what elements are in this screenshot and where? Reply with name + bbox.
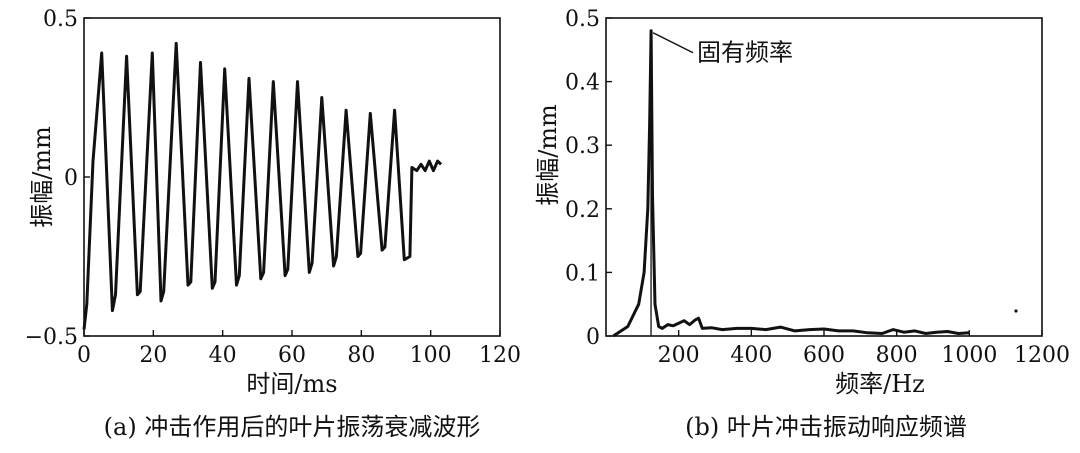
- chart-a-series: [82, 41, 443, 330]
- chart-b-ytick-label: 0.5: [565, 7, 600, 32]
- chart-a-ylabel: 振幅/mm: [28, 126, 56, 228]
- chart-b-xtick-label: 1000: [941, 343, 997, 368]
- chart-a-ytick-label: −0.5: [25, 325, 78, 350]
- chart-b-xlabel: 频率/Hz: [835, 370, 925, 398]
- chart-a-xtick-label: 20: [139, 343, 167, 368]
- chart-b-xtick-label: 1200: [1014, 343, 1070, 368]
- chart-b-xticks: 200 400 600 800 1000 1200: [658, 330, 1070, 368]
- chart-a-xlabel: 时间/ms: [246, 370, 337, 398]
- chart-a-yticks: −0.5 0 0.5: [25, 7, 90, 350]
- chart-a-xtick-label: 120: [479, 343, 521, 368]
- chart-a-series-line: [82, 41, 443, 330]
- chart-b-ytick-label: 0.4: [565, 71, 600, 96]
- chart-b-ytick-label: 0.2: [565, 198, 600, 223]
- chart-a-xtick-label: 60: [278, 343, 306, 368]
- stray-dot: [1014, 309, 1018, 313]
- chart-b-ytick-label: 0.3: [565, 134, 600, 159]
- chart-b-xtick-label: 800: [876, 343, 918, 368]
- chart-b-caption: (b) 叶片冲击振动响应频谱: [685, 413, 967, 441]
- chart-a: 时间/ms 振幅/mm (a) 冲击作用后的叶片振荡衰减波形 0 20 40 60 80…: [25, 7, 521, 441]
- chart-b-xtick-label: 200: [658, 343, 700, 368]
- chart-b-ytick-label: 0.1: [565, 261, 600, 286]
- chart-b: 频率/Hz 振幅/mm (b) 叶片冲击振动响应频谱 200 400 600 800 1…: [534, 7, 1070, 441]
- chart-a-xtick-label: 80: [347, 343, 375, 368]
- chart-b-xtick-label: 600: [803, 343, 845, 368]
- chart-b-xtick-label: 400: [730, 343, 772, 368]
- chart-a-ytick-label: 0: [64, 166, 78, 191]
- chart-b-series-line: [612, 29, 970, 338]
- chart-a-xticks: 0 20 40 60 80 100 120: [77, 330, 521, 368]
- annotation-natural-frequency: 固有频率: [697, 39, 793, 67]
- chart-a-xtick-label: 100: [410, 343, 452, 368]
- chart-a-xtick-label: 0: [77, 343, 91, 368]
- chart-b-ytick-label: 0: [586, 325, 600, 350]
- chart-b-yticks: 0 0.1 0.2 0.3 0.4 0.5: [565, 7, 612, 350]
- chart-b-ylabel: 振幅/mm: [534, 104, 562, 206]
- chart-b-series: [612, 29, 970, 338]
- chart-a-ytick-label: 0.5: [43, 7, 78, 32]
- annotation-leader-line: [652, 32, 694, 54]
- chart-a-caption: (a) 冲击作用后的叶片振荡衰减波形: [104, 413, 481, 441]
- chart-a-xtick-label: 40: [209, 343, 237, 368]
- chart-b-frame: [605, 17, 1043, 337]
